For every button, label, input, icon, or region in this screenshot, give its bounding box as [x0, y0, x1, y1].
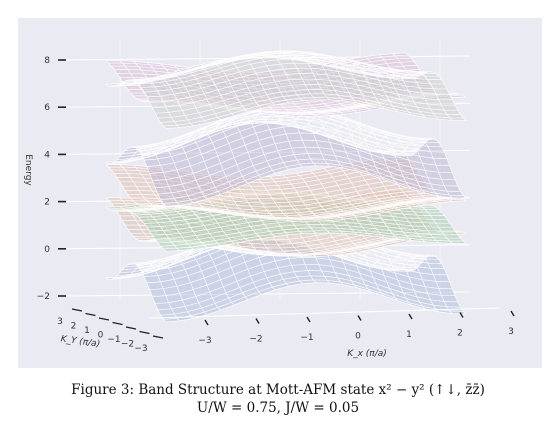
- y-axis: 3 2 1 0 −1 −2 −3: [57, 308, 164, 354]
- y-tick-label: −2: [121, 340, 134, 350]
- y-tick-label: 1: [84, 326, 90, 336]
- x-tick: [510, 310, 515, 317]
- y-tick-label: 2: [71, 322, 77, 332]
- x-tick-label: 0: [355, 332, 361, 342]
- x-tick: [408, 313, 413, 320]
- band-mesh: [105, 156, 467, 222]
- y-tick: [98, 317, 110, 321]
- y-tick: [125, 326, 137, 330]
- y-tick: [85, 312, 96, 317]
- z-tick-label: 4: [44, 150, 50, 160]
- band-mesh: [105, 50, 467, 129]
- z-tick-label: 0: [44, 245, 50, 255]
- z-tick-label: 2: [44, 198, 50, 208]
- x-tick-label: −3: [198, 336, 211, 346]
- x-tick: [357, 315, 362, 321]
- y-tick-label: −3: [134, 344, 147, 354]
- y-tick-label: 3: [57, 317, 63, 327]
- band-surfaces: [105, 50, 467, 323]
- band-mesh: [105, 52, 467, 117]
- z-tick-label: 6: [44, 103, 50, 113]
- z-tick-label: −2: [37, 292, 50, 302]
- band-surface: [105, 50, 467, 129]
- x-tick-label: −1: [300, 333, 313, 343]
- x-tick-label: 2: [457, 329, 463, 339]
- band-surface: [105, 156, 467, 222]
- figure-caption-line1: Figure 3: Band Structure at Mott-AFM sta…: [71, 382, 485, 398]
- x-tick-label: 3: [508, 327, 514, 337]
- x-tick: [204, 319, 209, 326]
- x-axis-label: K_x (π/a): [347, 349, 387, 359]
- x-tick: [459, 312, 464, 318]
- x-axis: −3 −2 −1 0 1 2 3: [149, 307, 515, 346]
- x-tick: [306, 316, 311, 323]
- band-fill: [106, 55, 466, 129]
- z-tick-label: 8: [44, 56, 50, 66]
- x-axis-line: [149, 307, 501, 319]
- y-tick: [139, 330, 150, 335]
- x-tick: [255, 318, 260, 324]
- y-tick: [152, 335, 164, 339]
- x-tick-label: −2: [249, 335, 262, 345]
- y-tick-label: 0: [98, 331, 104, 341]
- figure-caption-line2: U/W = 0.75, J/W = 0.05: [196, 400, 360, 416]
- z-axis-label: Energy: [23, 154, 33, 186]
- y-tick: [112, 321, 123, 326]
- x-tick-label: 1: [406, 330, 412, 340]
- y-tick-label: −1: [107, 335, 120, 345]
- z-axis: −2 0 2 4 6 8: [37, 56, 66, 302]
- y-tick: [71, 308, 83, 312]
